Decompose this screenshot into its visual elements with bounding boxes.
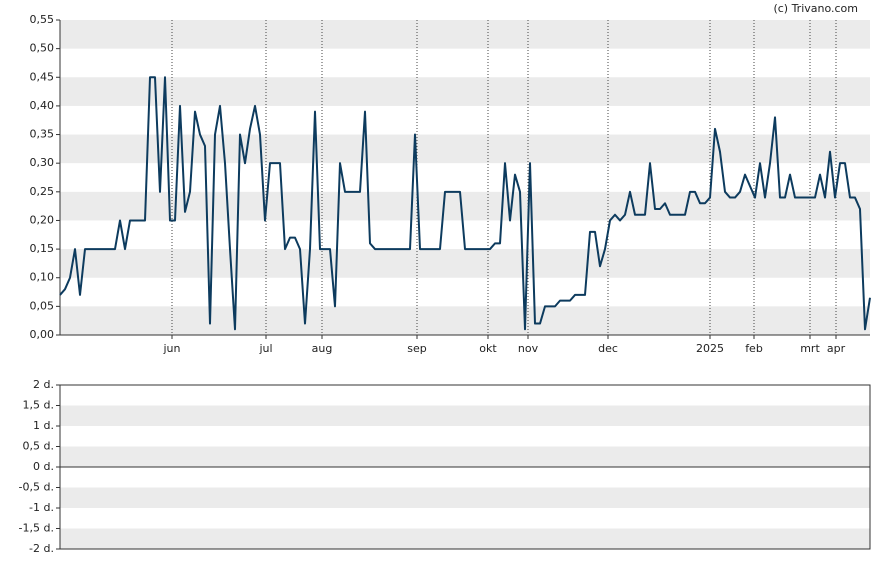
x-tick-label: aug (312, 342, 333, 355)
band (60, 20, 870, 49)
band (60, 191, 870, 221)
y-tick-label: 0,05 (30, 299, 55, 312)
y-tick-label: -0,5 d. (19, 481, 54, 494)
band (60, 249, 870, 278)
y-tick-label: 0,55 (30, 13, 55, 26)
y-tick-label: 1 d. (33, 419, 54, 432)
y-tick-label: -1,5 d. (19, 522, 54, 535)
x-tick-label: sep (407, 342, 426, 355)
x-tick-label: dec (598, 342, 618, 355)
x-tick-label: jun (163, 342, 181, 355)
x-tick-label: apr (827, 342, 846, 355)
band (60, 446, 870, 467)
band (60, 405, 870, 426)
y-tick-label: 0,15 (30, 242, 55, 255)
y-tick-label: 0,35 (30, 128, 55, 141)
band (60, 528, 870, 549)
y-tick-label: 1,5 d. (23, 399, 54, 412)
x-tick-label: mrt (800, 342, 820, 355)
band (60, 487, 870, 508)
price-line (59, 76, 871, 331)
plot-frame (59, 384, 871, 550)
y-tick-label: 0,00 (30, 328, 55, 341)
y-tick-label: -2 d. (29, 542, 54, 555)
credit: (c) Trivano.com (773, 2, 858, 15)
y-tick-label: 0,20 (30, 213, 55, 226)
y-tick-label: 0,40 (30, 99, 55, 112)
y-tick-label: -1 d. (29, 501, 54, 514)
band (60, 77, 870, 106)
x-tick-label: okt (479, 342, 497, 355)
band (60, 134, 870, 164)
x-tick-label: nov (518, 342, 539, 355)
y-tick-label: 0,10 (30, 271, 55, 284)
x-tick-label: 2025 (696, 342, 724, 355)
x-tick-label: jul (258, 342, 272, 355)
x-tick-label: feb (745, 342, 763, 355)
y-tick-label: 0 d. (33, 460, 54, 473)
y-tick-label: 0,5 d. (23, 440, 54, 453)
y-tick-label: 0,45 (30, 70, 55, 83)
band (60, 306, 870, 335)
y-tick-label: 0,30 (30, 156, 55, 169)
y-tick-label: 0,50 (30, 42, 55, 55)
y-tick-label: 2 d. (33, 378, 54, 391)
y-tick-label: 0,25 (30, 185, 55, 198)
